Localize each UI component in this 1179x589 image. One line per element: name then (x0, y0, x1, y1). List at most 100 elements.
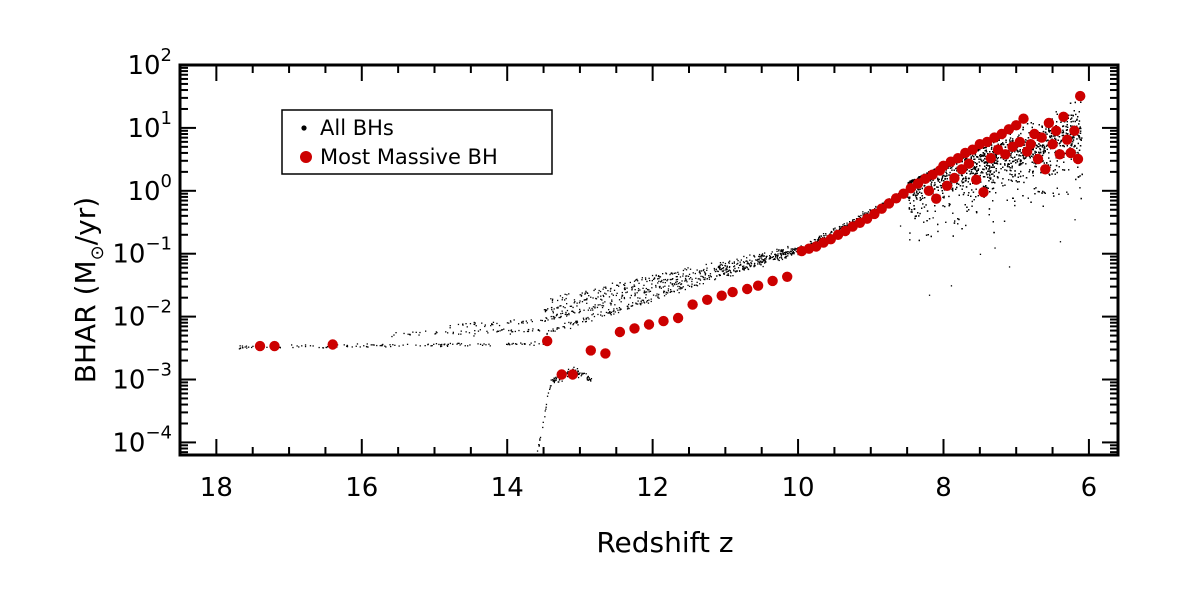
all-bhs-point (506, 343, 508, 345)
all-bhs-point (244, 346, 246, 348)
all-bhs-point (774, 253, 776, 256)
all-bhs-point (946, 175, 948, 177)
all-bhs-point (676, 289, 679, 291)
all-bhs-point (993, 175, 995, 177)
all-bhs-point (822, 233, 825, 235)
all-bhs-point (962, 193, 965, 196)
all-bhs-point (918, 191, 921, 193)
all-bhs-point (584, 293, 586, 295)
all-bhs-point (764, 262, 766, 264)
all-bhs-point (733, 265, 736, 267)
all-bhs-point (946, 173, 948, 175)
all-bhs-point (449, 325, 451, 327)
all-bhs-point (669, 278, 671, 281)
all-bhs-point (648, 277, 650, 279)
all-bhs-point (723, 273, 725, 275)
all-bhs-point (671, 273, 674, 275)
all-bhs-point (588, 377, 590, 379)
all-bhs-point (507, 343, 509, 346)
all-bhs-point (699, 279, 702, 281)
all-bhs-point (932, 179, 934, 181)
all-bhs-point (590, 380, 592, 382)
most-massive-bh-point (1069, 125, 1080, 136)
all-bhs-point (743, 269, 745, 271)
all-bhs-point (406, 343, 409, 345)
all-bhs-point (613, 310, 615, 312)
all-bhs-point (1043, 147, 1045, 149)
all-bhs-point (637, 290, 640, 292)
all-bhs-point (1057, 139, 1059, 141)
all-bhs-point (1078, 123, 1080, 125)
all-bhs-point (545, 406, 547, 408)
all-bhs-point (706, 269, 708, 271)
all-bhs-point (1042, 205, 1044, 207)
all-bhs-point (1070, 125, 1072, 127)
all-bhs-point (729, 271, 732, 273)
all-bhs-point (1070, 114, 1072, 116)
all-bhs-point (783, 253, 785, 256)
all-bhs-point (1035, 151, 1037, 153)
all-bhs-point (631, 288, 633, 290)
all-bhs-point (974, 166, 976, 168)
all-bhs-point (1050, 132, 1053, 135)
all-bhs-point (634, 285, 636, 287)
all-bhs-point (963, 192, 965, 194)
all-bhs-point (599, 304, 601, 306)
all-bhs-point (591, 320, 593, 322)
all-bhs-point (1004, 184, 1006, 186)
all-bhs-point (603, 295, 605, 298)
all-bhs-point (995, 159, 997, 161)
all-bhs-point (1016, 159, 1018, 161)
all-bhs-point (999, 163, 1002, 165)
all-bhs-point (637, 303, 639, 305)
all-bhs-point (475, 325, 477, 327)
all-bhs-point (659, 287, 661, 289)
all-bhs-point (974, 158, 976, 160)
all-bhs-point (1042, 130, 1045, 133)
all-bhs-point (699, 270, 701, 272)
all-bhs-point (849, 221, 851, 223)
all-bhs-point (779, 252, 781, 255)
all-bhs-point (325, 346, 327, 349)
all-bhs-point (573, 311, 575, 313)
all-bhs-point (1033, 188, 1036, 190)
all-bhs-point (497, 330, 499, 332)
all-bhs-point (694, 272, 696, 275)
all-bhs-point (464, 345, 466, 347)
all-bhs-point (919, 212, 921, 215)
all-bhs-point (619, 309, 621, 311)
all-bhs-point (1017, 176, 1019, 178)
all-bhs-point (1037, 146, 1039, 148)
all-bhs-point (686, 275, 688, 277)
all-bhs-point (557, 381, 559, 383)
all-bhs-point (684, 277, 687, 280)
all-bhs-point (917, 188, 919, 190)
all-bhs-point (680, 287, 682, 289)
all-bhs-point (1052, 192, 1054, 194)
all-bhs-point (757, 263, 759, 265)
all-bhs-point (791, 249, 793, 252)
all-bhs-point (977, 150, 979, 152)
all-bhs-point (746, 263, 748, 265)
all-bhs-point (322, 347, 324, 349)
all-bhs-point (1034, 150, 1036, 153)
all-bhs-point (769, 255, 771, 257)
all-bhs-point (621, 295, 623, 297)
most-massive-bh-point (567, 369, 578, 380)
all-bhs-point (541, 319, 543, 322)
all-bhs-point (985, 167, 987, 169)
all-bhs-point (697, 278, 699, 280)
all-bhs-point (952, 235, 954, 237)
all-bhs-point (968, 209, 970, 211)
all-bhs-point (624, 282, 626, 284)
all-bhs-point (860, 214, 862, 217)
all-bhs-point (665, 272, 667, 274)
all-bhs-point (782, 249, 784, 251)
all-bhs-point (309, 345, 312, 347)
all-bhs-point (718, 267, 720, 269)
all-bhs-point (1066, 124, 1068, 126)
all-bhs-point (646, 301, 648, 303)
all-bhs-point (635, 302, 637, 304)
all-bhs-point (542, 421, 544, 423)
all-bhs-point (538, 343, 540, 345)
